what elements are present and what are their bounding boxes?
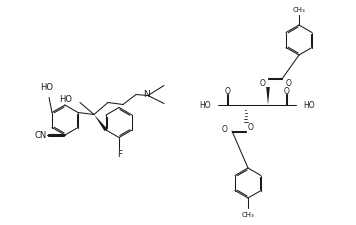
Text: O: O — [284, 86, 290, 95]
Text: CH₃: CH₃ — [293, 7, 305, 13]
Text: O: O — [260, 79, 266, 88]
Text: N: N — [143, 90, 150, 99]
Text: O: O — [222, 124, 228, 133]
Text: HO: HO — [199, 101, 211, 110]
Polygon shape — [94, 115, 108, 132]
Text: HO: HO — [303, 101, 315, 110]
Polygon shape — [266, 88, 270, 106]
Text: CH₃: CH₃ — [242, 211, 255, 217]
Text: HO: HO — [41, 82, 53, 91]
Text: O: O — [248, 123, 254, 132]
Text: O: O — [286, 78, 292, 87]
Text: O: O — [224, 86, 230, 95]
Text: HO: HO — [59, 94, 72, 104]
Text: F: F — [117, 149, 122, 158]
Text: CN: CN — [35, 131, 47, 140]
